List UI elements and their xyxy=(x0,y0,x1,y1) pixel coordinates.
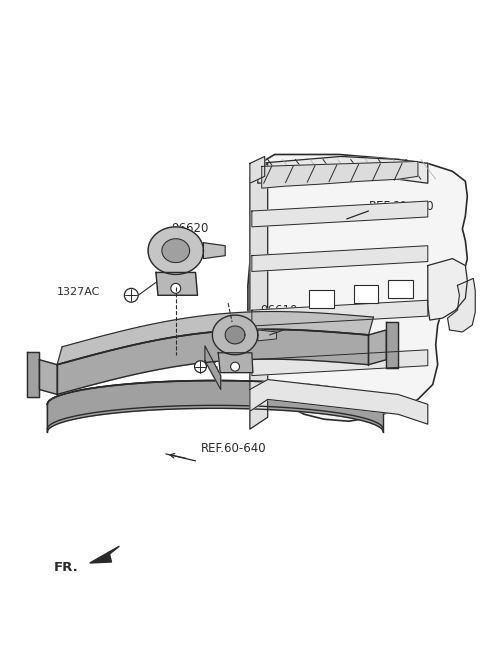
Polygon shape xyxy=(225,326,245,344)
Polygon shape xyxy=(250,163,268,429)
Polygon shape xyxy=(250,380,428,424)
Polygon shape xyxy=(204,243,225,258)
Polygon shape xyxy=(386,322,398,367)
Polygon shape xyxy=(148,227,204,274)
Text: REF.60-640: REF.60-640 xyxy=(201,442,266,455)
Polygon shape xyxy=(252,246,428,272)
Text: 96620: 96620 xyxy=(171,222,208,236)
Polygon shape xyxy=(369,330,386,365)
Polygon shape xyxy=(156,272,197,295)
Polygon shape xyxy=(162,239,190,262)
Text: FR.: FR. xyxy=(54,562,79,575)
Circle shape xyxy=(230,362,240,371)
Polygon shape xyxy=(47,380,384,432)
Text: REF.60-640: REF.60-640 xyxy=(369,199,434,213)
Bar xyxy=(309,291,334,308)
Polygon shape xyxy=(218,353,253,373)
Polygon shape xyxy=(57,312,373,365)
Polygon shape xyxy=(27,352,39,398)
Circle shape xyxy=(171,283,180,293)
Polygon shape xyxy=(258,330,276,341)
Polygon shape xyxy=(205,346,221,390)
Polygon shape xyxy=(252,201,428,227)
Text: 96610: 96610 xyxy=(260,304,297,317)
Text: 1327AC: 1327AC xyxy=(57,287,100,297)
Circle shape xyxy=(194,361,206,373)
Polygon shape xyxy=(252,350,428,376)
Bar xyxy=(388,280,413,298)
Circle shape xyxy=(124,289,138,302)
Polygon shape xyxy=(47,380,384,429)
Polygon shape xyxy=(39,359,57,394)
Polygon shape xyxy=(428,258,468,320)
Polygon shape xyxy=(248,154,468,421)
Polygon shape xyxy=(258,157,428,183)
Bar xyxy=(354,285,378,303)
Text: 1327AC: 1327AC xyxy=(126,358,170,368)
Polygon shape xyxy=(57,329,369,394)
Polygon shape xyxy=(250,157,264,183)
Polygon shape xyxy=(447,278,475,332)
Polygon shape xyxy=(90,546,120,563)
Polygon shape xyxy=(252,300,428,326)
Polygon shape xyxy=(262,161,418,188)
Polygon shape xyxy=(212,315,258,355)
